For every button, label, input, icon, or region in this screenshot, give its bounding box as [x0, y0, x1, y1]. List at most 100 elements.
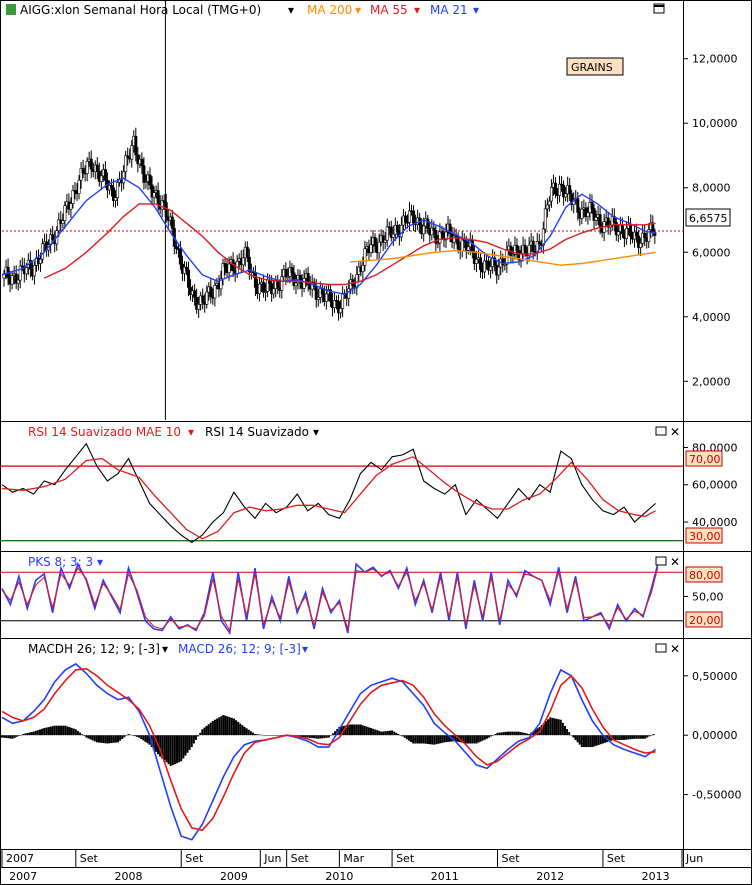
chevron-down-icon[interactable]: ▾ — [188, 425, 194, 439]
histogram-bar — [469, 735, 472, 744]
rsi-ma-label[interactable]: RSI 14 Suavizado MAE 10 — [28, 425, 181, 439]
histogram-bar — [639, 735, 642, 739]
histogram-bar — [127, 734, 130, 736]
candle-body — [564, 193, 568, 198]
histogram-bar — [249, 731, 252, 736]
histogram-bar — [570, 735, 573, 736]
histogram-bar — [355, 724, 358, 736]
chevron-down-icon[interactable]: ▾ — [302, 642, 308, 656]
candle-body — [363, 248, 367, 266]
histogram-bar — [334, 731, 337, 736]
candle-body — [69, 203, 73, 210]
chevron-down-icon[interactable]: ▾ — [313, 425, 319, 439]
histogram-bar — [452, 735, 455, 742]
candle-body — [61, 220, 65, 224]
candle-body — [187, 269, 191, 288]
histogram-bar — [504, 731, 507, 736]
histogram-bar — [601, 735, 604, 744]
histogram-bar — [159, 735, 162, 757]
histogram-bar — [608, 735, 611, 742]
histogram-bar — [439, 735, 442, 744]
histogram-bar — [574, 735, 577, 740]
histogram-bar — [19, 734, 22, 736]
histogram-bar — [585, 735, 588, 748]
histogram-bar — [473, 735, 476, 744]
histogram-bar — [38, 729, 41, 736]
candle-body — [562, 184, 566, 198]
histogram-bar — [260, 734, 263, 736]
chevron-down-icon[interactable]: ▾ — [473, 3, 479, 17]
ma200-label[interactable]: MA 200 — [307, 3, 352, 17]
chevron-down-icon[interactable]: ▾ — [97, 555, 103, 569]
histogram-bar — [420, 735, 423, 744]
chevron-down-icon[interactable]: ▾ — [414, 3, 420, 17]
histogram-bar — [102, 735, 105, 744]
histogram-bar — [325, 735, 328, 738]
candle-body — [332, 299, 336, 309]
chevron-down-icon[interactable]: ▾ — [288, 3, 294, 17]
close-icon[interactable]: ✕ — [670, 642, 680, 656]
candle-body — [95, 164, 99, 172]
histogram-bar — [26, 733, 29, 736]
histogram-bar — [604, 735, 607, 743]
rsi-label[interactable]: RSI 14 Suavizado — [205, 425, 309, 439]
instrument-title[interactable]: AIGG:xlon Semanal Hora Local (TMG+0) — [20, 3, 261, 17]
histogram-bar — [315, 735, 318, 739]
ma21-label[interactable]: MA 21 — [430, 3, 468, 17]
pks-label[interactable]: PKS 8; 3; 3 — [28, 555, 93, 569]
rsi-line — [1, 442, 656, 544]
macdh-label[interactable]: MACDH 26; 12; 9; [-3] — [28, 642, 160, 656]
candle-body — [290, 267, 294, 274]
candle-body — [79, 168, 83, 181]
candle-body — [527, 244, 531, 256]
candle-body — [592, 208, 596, 221]
candle-body — [474, 259, 478, 264]
candle-body — [408, 210, 412, 223]
histogram-bar — [561, 722, 564, 736]
histogram-bar — [433, 735, 436, 745]
histogram-bar — [239, 723, 242, 736]
histogram-bar — [637, 735, 640, 739]
rsi-lower-tag — [685, 527, 723, 544]
macd-label[interactable]: MACD 26; 12; 9; [-3] — [178, 642, 301, 656]
histogram-bar — [365, 726, 368, 736]
candle-body — [160, 200, 164, 210]
histogram-bar — [165, 735, 168, 763]
close-icon[interactable]: ✕ — [670, 425, 680, 439]
histogram-bar — [357, 724, 360, 736]
histogram-bar — [437, 735, 440, 744]
histogram-bar — [184, 735, 187, 756]
chevron-down-icon[interactable]: ▾ — [355, 3, 361, 17]
histogram-bar — [494, 734, 497, 736]
candle-body — [328, 289, 332, 302]
candle-body — [253, 271, 257, 288]
histogram-bar — [536, 728, 539, 736]
ma55-label[interactable]: MA 55 — [370, 3, 408, 17]
candle-body — [335, 299, 339, 302]
candle-body — [156, 190, 160, 204]
histogram-bar — [612, 735, 615, 740]
candle-body — [487, 260, 491, 271]
y-tick-label: 0,00000 — [692, 729, 738, 742]
histogram-bar — [97, 735, 100, 743]
histogram-bar — [45, 727, 48, 736]
maximize-icon[interactable] — [655, 556, 667, 566]
histogram-bar — [323, 735, 326, 739]
maximize-icon[interactable] — [655, 426, 667, 436]
candle-body — [134, 135, 138, 156]
histogram-bar — [616, 735, 619, 740]
maximize-icon[interactable] — [655, 643, 667, 653]
chevron-down-icon[interactable]: ▾ — [162, 642, 168, 656]
candle-body — [213, 284, 217, 299]
histogram-bar — [348, 724, 351, 736]
ma-line — [43, 203, 656, 286]
candle-body — [543, 208, 547, 230]
close-icon[interactable]: ✕ — [670, 555, 680, 569]
candle-body — [570, 193, 574, 205]
histogram-bar — [545, 721, 547, 736]
candle-body — [223, 263, 227, 268]
maximize-icon[interactable] — [653, 3, 665, 14]
histogram-bar — [5, 735, 8, 739]
candle-body — [286, 276, 290, 278]
histogram-bar — [11, 735, 14, 739]
